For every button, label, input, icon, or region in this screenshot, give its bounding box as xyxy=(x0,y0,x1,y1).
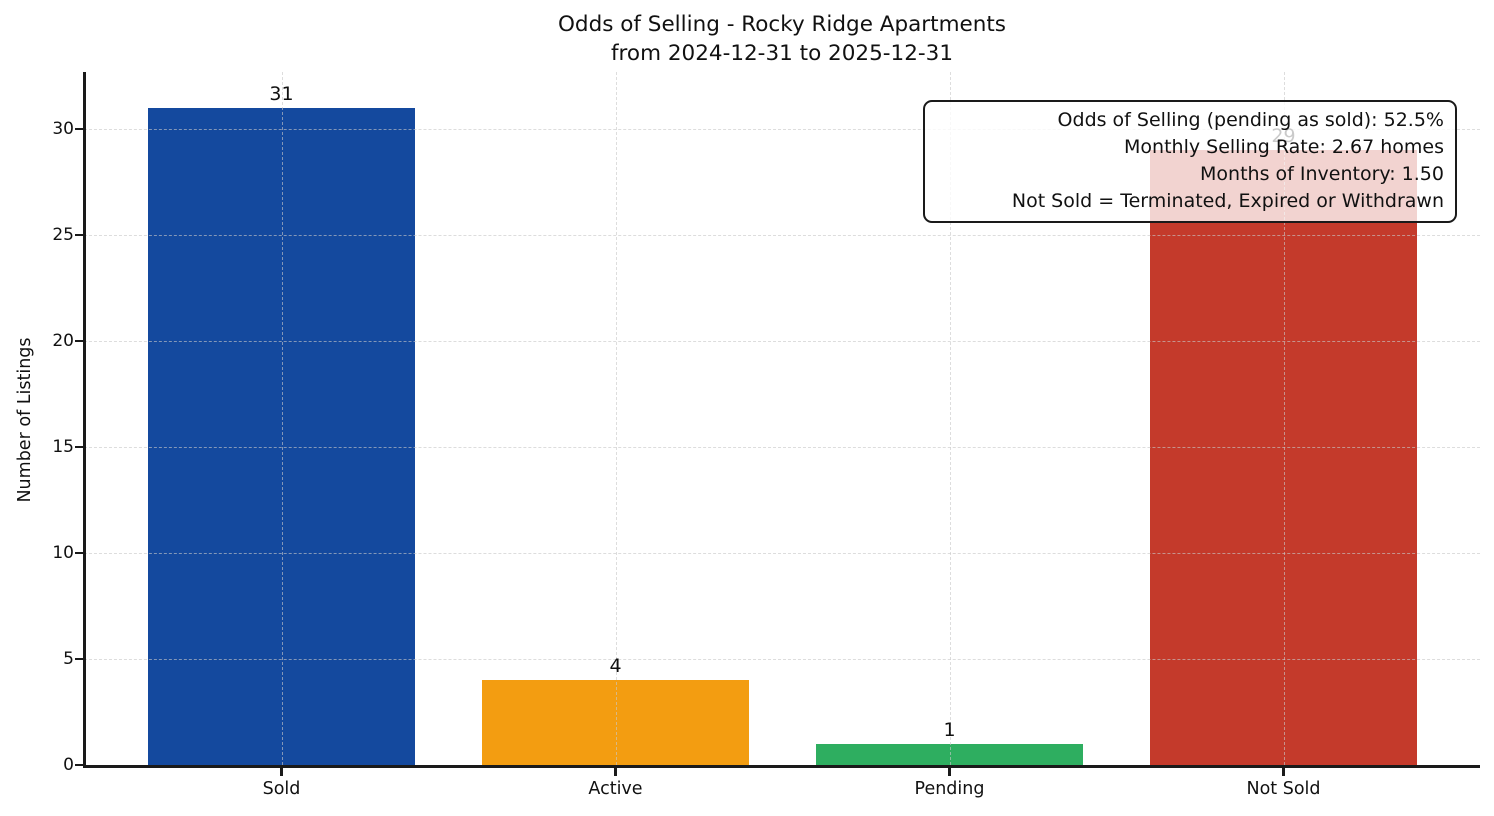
y-tick-label-30: 30 xyxy=(52,118,74,139)
stats-annotation-box: Odds of Selling (pending as sold): 52.5%… xyxy=(923,100,1457,223)
y-tick-mark-5 xyxy=(75,658,84,661)
h-gridline-25 xyxy=(84,235,1480,236)
x-tick-mark-active xyxy=(614,767,617,776)
annotation-odds-of-selling: Odds of Selling (pending as sold): 52.5% xyxy=(1057,109,1444,131)
y-axis-spine xyxy=(83,72,86,766)
y-tick-mark-0 xyxy=(75,764,84,767)
chart-title: Odds of Selling - Rocky Ridge Apartments… xyxy=(84,10,1480,68)
y-tick-mark-20 xyxy=(75,340,84,343)
h-gridline-15 xyxy=(84,447,1480,448)
h-gridline-10 xyxy=(84,553,1480,554)
value-label-sold: 31 xyxy=(269,82,294,105)
x-tick-mark-not-sold xyxy=(1282,767,1285,776)
x-tick-mark-sold xyxy=(280,767,283,776)
y-axis-label: Number of Listings xyxy=(15,337,35,503)
value-label-pending: 1 xyxy=(943,718,956,741)
y-tick-label-25: 25 xyxy=(52,224,74,245)
y-tick-mark-25 xyxy=(75,234,84,237)
h-gridline-20 xyxy=(84,341,1480,342)
x-tick-label-active: Active xyxy=(588,779,643,799)
value-label-active: 4 xyxy=(609,655,622,678)
y-tick-label-15: 15 xyxy=(52,436,74,457)
x-axis-spine xyxy=(83,765,1480,768)
x-tick-label-not-sold: Not Sold xyxy=(1246,779,1321,799)
chart-title-line-1: Odds of Selling - Rocky Ridge Apartments xyxy=(558,12,1006,37)
annotation-monthly-selling-rate: Monthly Selling Rate: 2.67 homes xyxy=(1124,136,1444,158)
v-gridline-sold xyxy=(281,72,283,765)
x-tick-label-pending: Pending xyxy=(914,779,985,799)
x-tick-mark-pending xyxy=(948,767,951,776)
chart-title-line-2: from 2024-12-31 to 2025-12-31 xyxy=(610,41,954,66)
x-tick-label-sold: Sold xyxy=(262,779,301,799)
h-gridline-5 xyxy=(84,659,1480,660)
y-tick-label-10: 10 xyxy=(52,542,74,563)
annotation-months-of-inventory: Months of Inventory: 1.50 xyxy=(1200,163,1444,185)
y-tick-label-5: 5 xyxy=(63,648,74,669)
annotation-not-sold-definition: Not Sold = Terminated, Expired or Withdr… xyxy=(1011,190,1444,212)
y-tick-label-20: 20 xyxy=(52,330,74,351)
v-gridline-active xyxy=(615,72,617,765)
y-tick-mark-30 xyxy=(75,128,84,131)
v-gridline-not-sold xyxy=(1283,72,1285,765)
y-tick-mark-10 xyxy=(75,552,84,555)
h-gridline-30 xyxy=(84,129,1480,130)
v-gridline-pending xyxy=(949,72,951,765)
y-tick-mark-15 xyxy=(75,446,84,449)
y-tick-label-0: 0 xyxy=(63,754,74,775)
